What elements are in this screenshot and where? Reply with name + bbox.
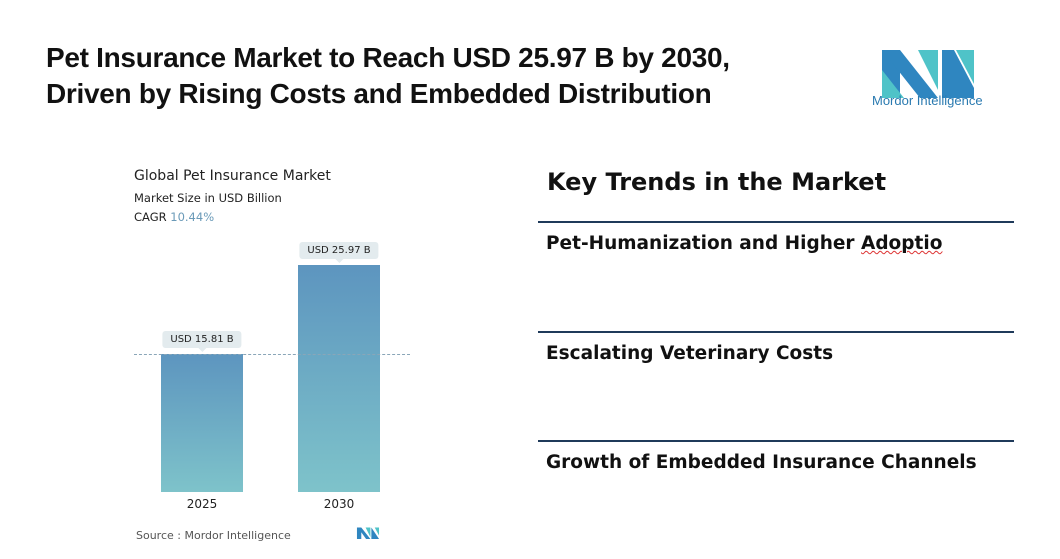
logo-text: Mordor Intelligence xyxy=(872,93,983,108)
cagr-label: CAGR xyxy=(134,210,167,224)
trend-item-3: Growth of Embedded Insurance Channels xyxy=(546,452,977,473)
small-logo-icon xyxy=(356,527,380,540)
mordor-logo-icon xyxy=(882,50,974,98)
chart-subtitle: Market Size in USD Billion xyxy=(134,191,282,205)
divider xyxy=(538,221,1014,223)
page-title: Pet Insurance Market to Reach USD 25.97 … xyxy=(46,40,730,112)
x-tick-label: 2030 xyxy=(323,497,355,511)
data-label: USD 25.97 B xyxy=(299,241,379,263)
trends-heading: Key Trends in the Market xyxy=(547,168,887,196)
cagr-value: 10.44% xyxy=(170,210,215,224)
chart-title: Global Pet Insurance Market xyxy=(134,168,331,184)
title-line-2: Driven by Rising Costs and Embedded Dist… xyxy=(46,78,712,109)
reference-line xyxy=(134,353,410,355)
cagr: CAGR 10.44% xyxy=(134,210,214,224)
trend-item-2: Escalating Veterinary Costs xyxy=(546,343,834,364)
title-line-1: Pet Insurance Market to Reach USD 25.97 … xyxy=(46,42,730,73)
divider xyxy=(538,331,1014,333)
x-tick-label: 2025 xyxy=(186,497,218,511)
misspelled-word: Adoptio xyxy=(861,233,943,254)
bar-2030 xyxy=(298,264,380,492)
divider xyxy=(538,440,1014,442)
bar-2025 xyxy=(161,353,243,492)
data-label: USD 15.81 B xyxy=(162,330,242,352)
source-note: Source : Mordor Intelligence xyxy=(136,529,291,542)
trend-item-1: Pet-Humanization and Higher Adoptio xyxy=(546,233,943,254)
